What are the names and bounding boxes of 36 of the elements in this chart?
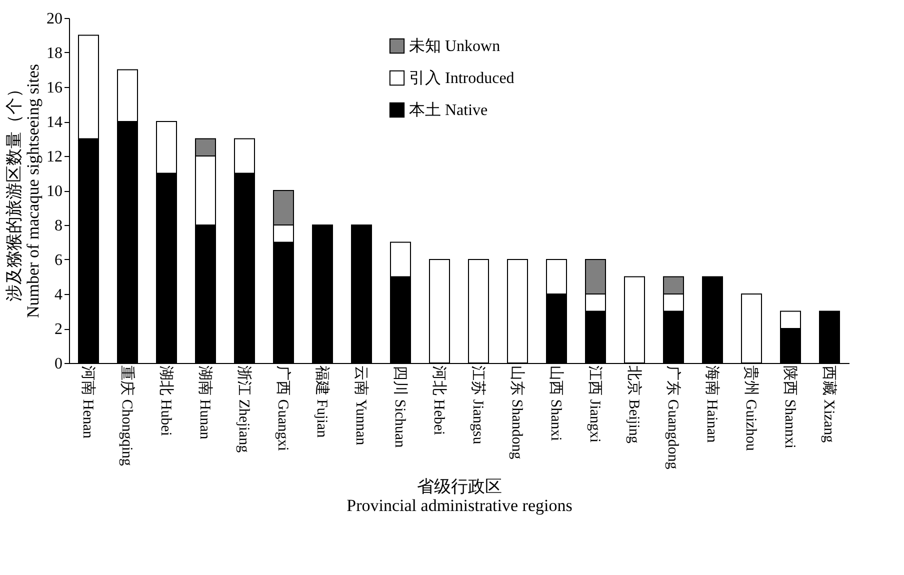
x-tick-label: 山西 Shanxi (548, 366, 564, 441)
x-tick-label: 西藏 Xizang (820, 366, 838, 444)
y-axis-title: 涉及猕猴的旅游区数量（个） Number of macaque sightseeing sites (4, 64, 42, 318)
y-tick-label: 12 (46, 148, 62, 166)
y-tick-label: 20 (46, 10, 62, 28)
x-tick-label: 山东 Shandong (508, 366, 526, 460)
x-tick-label: 福建 Fujian (314, 366, 330, 438)
x-tick-label: 江西 Jiangxi (586, 366, 604, 443)
x-tick-label: 江苏 Jiangsu (470, 366, 486, 445)
x-tick-label: 云南 Yunnan (352, 366, 370, 446)
x-tick-label: 陕西 Shannxi (782, 366, 798, 448)
y-tick-label: 14 (46, 114, 62, 131)
y-tick-label: 6 (54, 252, 62, 269)
y-tick-label: 16 (46, 80, 62, 96)
y-tick-label: 0 (54, 356, 62, 372)
x-tick-label: 四川 Sichuan (392, 366, 408, 448)
y-tick-label: 8 (54, 218, 62, 234)
x-tick-label: 北京 Beijing (626, 366, 642, 444)
y-tick-label: 18 (46, 45, 62, 62)
y-tick-label: 2 (54, 321, 62, 338)
x-tick-label: 河南 Henan (80, 366, 96, 439)
x-tick-label: 湖北 Hubei (158, 366, 174, 436)
x-tick-label: 湖南 Hunan (196, 366, 214, 440)
x-axis-title: 省级行政区 Provincial administrative regions (346, 477, 572, 516)
legend-label: 引入 Introduced (409, 69, 514, 87)
legend-label: 本土 Native (409, 101, 488, 119)
x-tick-label: 海南 Hainan (704, 366, 720, 444)
x-tick-label: 贵州 Guizhou (742, 366, 760, 452)
x-tick-label: 浙江 Zhejiang (236, 366, 252, 454)
legend-label: 未知 Unkown (409, 37, 500, 55)
x-tick-label: 广西 Guangxi (274, 366, 292, 451)
x-tick-label: 重庆 Chongqing (118, 366, 136, 466)
x-tick-label: 河北 Hebei (430, 366, 448, 436)
x-tick-label: 广东 Guangdong (664, 366, 682, 470)
y-tick-label: 4 (54, 286, 62, 304)
y-tick-label: 10 (46, 183, 62, 200)
